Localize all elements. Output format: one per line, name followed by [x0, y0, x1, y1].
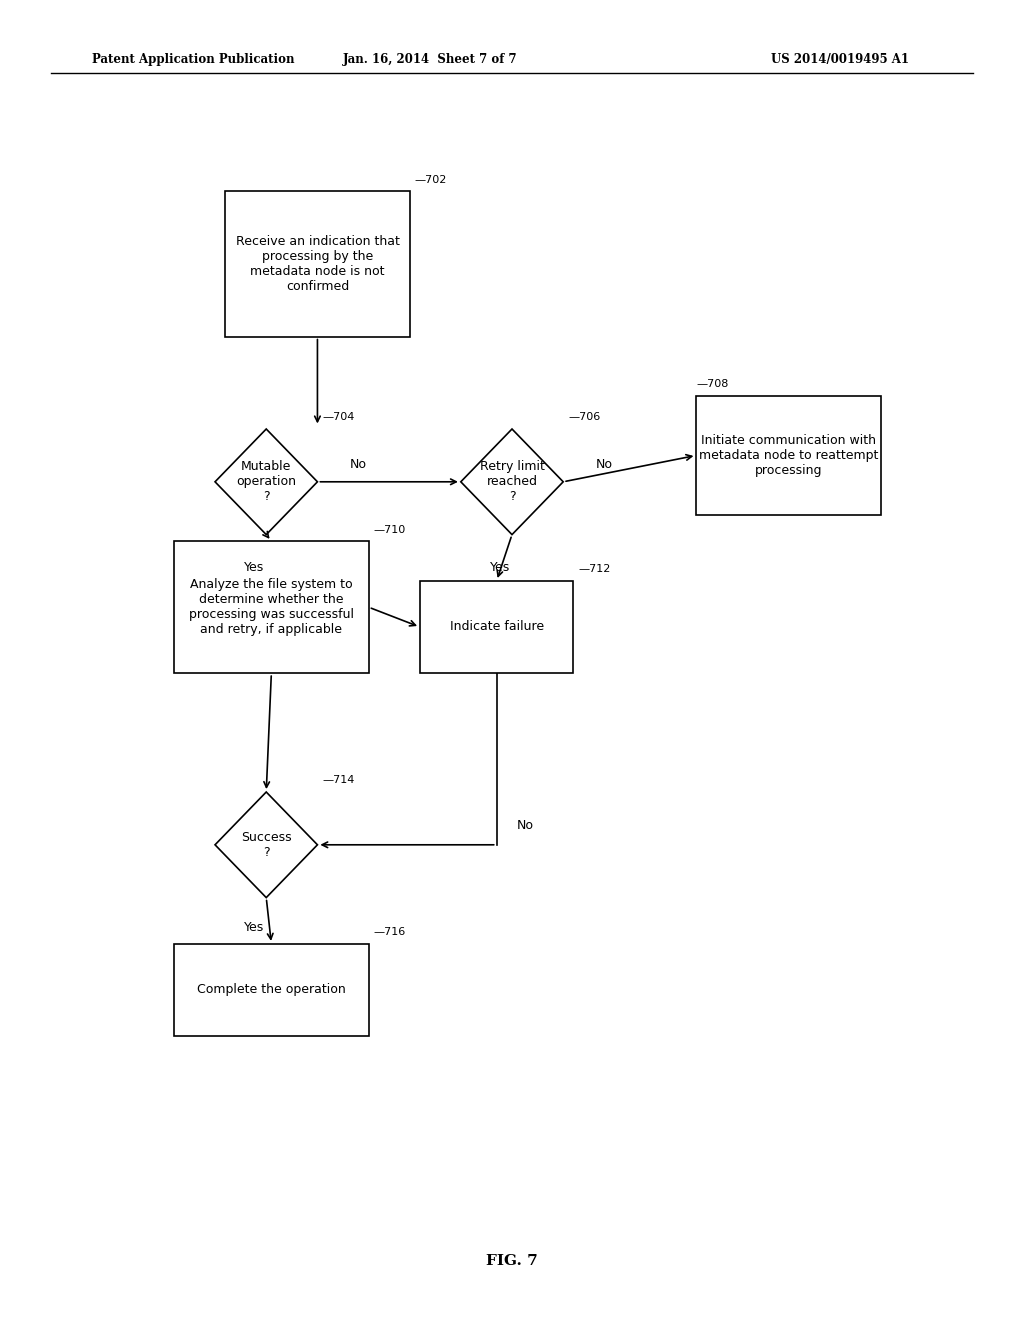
Text: Analyze the file system to
determine whether the
processing was successful
and r: Analyze the file system to determine whe… — [188, 578, 354, 636]
Text: —716: —716 — [374, 927, 406, 937]
Text: Jan. 16, 2014  Sheet 7 of 7: Jan. 16, 2014 Sheet 7 of 7 — [343, 53, 517, 66]
Text: Retry limit
reached
?: Retry limit reached ? — [479, 461, 545, 503]
Text: Initiate communication with
metadata node to reattempt
processing: Initiate communication with metadata nod… — [698, 434, 879, 477]
Text: Yes: Yes — [489, 561, 510, 574]
FancyBboxPatch shape — [696, 396, 881, 515]
Text: —704: —704 — [323, 412, 355, 422]
Text: —712: —712 — [579, 564, 611, 574]
Text: Yes: Yes — [244, 561, 264, 574]
Text: Indicate failure: Indicate failure — [450, 620, 544, 634]
Text: —710: —710 — [374, 524, 406, 535]
Text: —706: —706 — [568, 412, 600, 422]
Polygon shape — [215, 792, 317, 898]
FancyBboxPatch shape — [174, 541, 369, 673]
Text: FIG. 7: FIG. 7 — [486, 1254, 538, 1267]
FancyBboxPatch shape — [174, 944, 369, 1036]
Text: No: No — [350, 458, 367, 471]
Polygon shape — [215, 429, 317, 535]
Text: US 2014/0019495 A1: US 2014/0019495 A1 — [771, 53, 908, 66]
FancyBboxPatch shape — [420, 581, 573, 673]
Text: Complete the operation: Complete the operation — [197, 983, 346, 997]
Text: No: No — [596, 458, 612, 471]
Text: —702: —702 — [415, 174, 447, 185]
Text: Success
?: Success ? — [241, 830, 292, 859]
Text: Yes: Yes — [244, 921, 264, 935]
Text: No: No — [517, 818, 535, 832]
Text: Patent Application Publication: Patent Application Publication — [92, 53, 295, 66]
Polygon shape — [461, 429, 563, 535]
Text: —708: —708 — [696, 379, 729, 389]
Text: Mutable
operation
?: Mutable operation ? — [237, 461, 296, 503]
Text: —714: —714 — [323, 775, 355, 785]
FancyBboxPatch shape — [225, 191, 410, 337]
Text: Receive an indication that
processing by the
metadata node is not
confirmed: Receive an indication that processing by… — [236, 235, 399, 293]
